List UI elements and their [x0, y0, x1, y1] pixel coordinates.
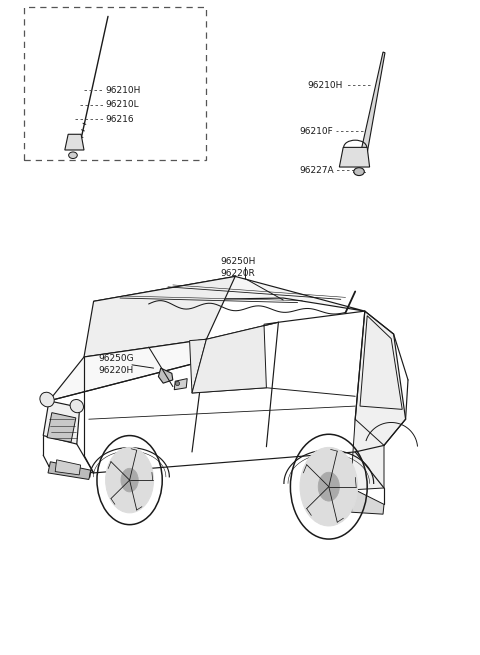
- Text: 96210L: 96210L: [106, 100, 139, 109]
- Text: 96220R: 96220R: [221, 269, 255, 278]
- Text: 96220H: 96220H: [98, 365, 133, 375]
- Polygon shape: [65, 134, 84, 150]
- Ellipse shape: [354, 168, 364, 176]
- Polygon shape: [351, 490, 384, 514]
- Bar: [24, 7, 206, 160]
- Polygon shape: [84, 276, 235, 357]
- Ellipse shape: [40, 392, 54, 407]
- Polygon shape: [350, 419, 384, 490]
- Polygon shape: [94, 276, 365, 311]
- Text: 96216: 96216: [106, 115, 134, 124]
- Polygon shape: [360, 316, 402, 409]
- Polygon shape: [339, 147, 370, 167]
- Text: 96210F: 96210F: [300, 126, 334, 136]
- Polygon shape: [174, 379, 187, 390]
- Polygon shape: [49, 339, 206, 401]
- Circle shape: [121, 468, 138, 492]
- Polygon shape: [190, 339, 206, 393]
- Ellipse shape: [70, 400, 84, 413]
- Polygon shape: [192, 322, 278, 393]
- Polygon shape: [55, 460, 81, 475]
- Polygon shape: [355, 311, 406, 452]
- Text: 96227A: 96227A: [299, 166, 334, 175]
- Text: 96210H: 96210H: [106, 86, 141, 95]
- Ellipse shape: [69, 152, 77, 159]
- Polygon shape: [359, 52, 385, 162]
- Text: 96250G: 96250G: [98, 354, 134, 364]
- Polygon shape: [48, 462, 91, 479]
- Polygon shape: [158, 368, 173, 383]
- Polygon shape: [43, 401, 80, 444]
- Circle shape: [106, 447, 154, 513]
- Circle shape: [300, 447, 358, 526]
- Circle shape: [318, 472, 339, 501]
- Polygon shape: [47, 413, 76, 442]
- Text: 96210H: 96210H: [308, 81, 343, 90]
- Text: 96250H: 96250H: [221, 257, 256, 267]
